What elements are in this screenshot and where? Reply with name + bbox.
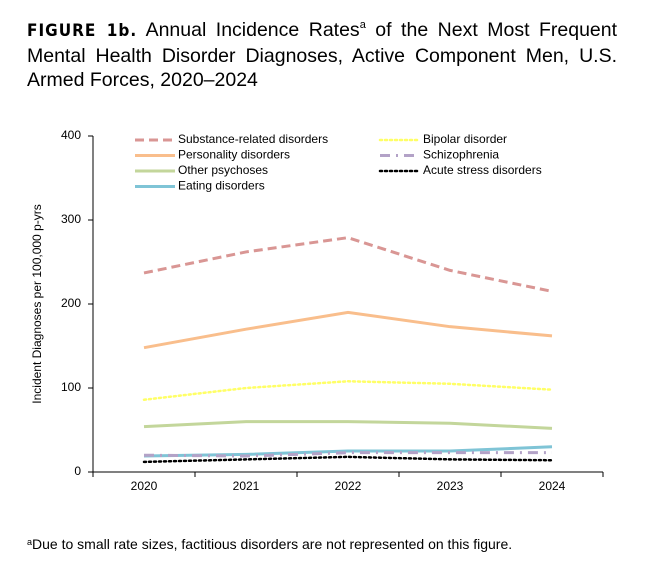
title: FIGURE 1b. Annual Incidence Ratesa of th… bbox=[27, 18, 617, 93]
legend-label: Personality disorders bbox=[178, 148, 290, 162]
legend-label: Eating disorders bbox=[178, 179, 265, 193]
x-tick-label: 2023 bbox=[437, 479, 464, 493]
y-tick-label: 0 bbox=[74, 464, 81, 478]
footnote-marker: a bbox=[27, 537, 33, 547]
footnote-text: Due to small rate sizes, factitious diso… bbox=[32, 536, 513, 552]
y-tick-label: 200 bbox=[61, 296, 81, 310]
x-tick-label: 2021 bbox=[233, 479, 260, 493]
line bbox=[143, 451, 552, 458]
y-tick-label: 100 bbox=[61, 380, 81, 394]
line bbox=[143, 420, 553, 430]
line bbox=[142, 455, 554, 464]
y-axis-label: Incident Diagnoses per 100,000 p-yrs bbox=[30, 204, 44, 403]
figure-label: FIGURE 1b. bbox=[27, 21, 138, 41]
x-tick-label: 2020 bbox=[131, 479, 158, 493]
legend-label: Bipolar disorder bbox=[423, 132, 507, 146]
line bbox=[143, 445, 553, 458]
line bbox=[143, 236, 553, 293]
footnote: aDue to small rate sizes, factitious dis… bbox=[27, 536, 512, 552]
line bbox=[143, 310, 553, 350]
legend-label: Acute stress disorders bbox=[423, 163, 542, 177]
legend-label: Substance-related disorders bbox=[178, 132, 328, 146]
line bbox=[142, 380, 554, 402]
title-marker: a bbox=[359, 19, 366, 31]
legend-label: Other psychoses bbox=[178, 163, 268, 177]
legend-label: Schizophrenia bbox=[423, 148, 499, 162]
title-text: Annual Incidence Rates bbox=[145, 19, 360, 41]
x-tick-label: 2024 bbox=[539, 479, 566, 493]
y-tick-label: 400 bbox=[61, 128, 81, 142]
title-text: of the Next Most Frequent Mental Health … bbox=[27, 19, 618, 91]
y-tick-label: 300 bbox=[61, 212, 81, 226]
x-tick-label: 2022 bbox=[335, 479, 362, 493]
